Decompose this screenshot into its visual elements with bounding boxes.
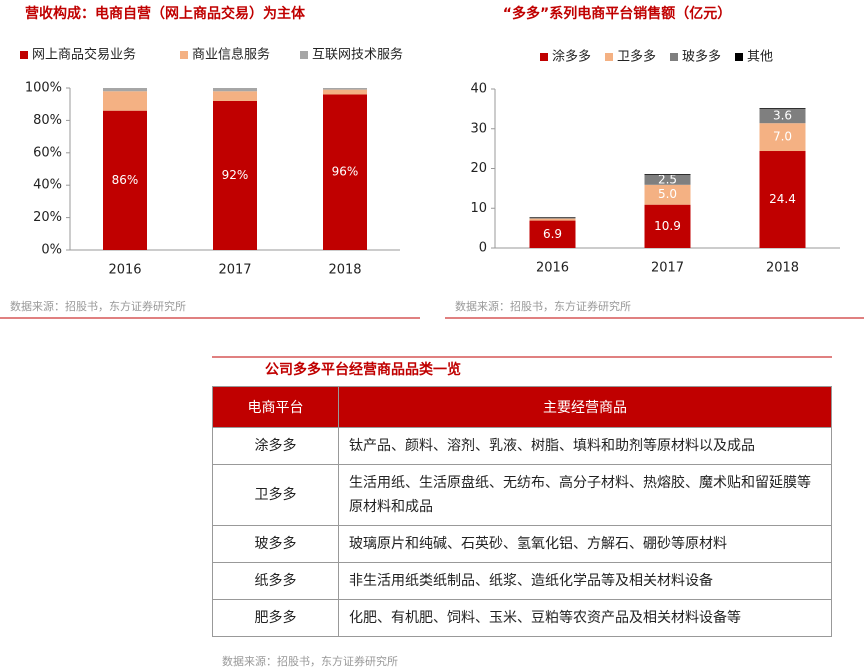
- table: 电商平台 主要经营商品 涂多多 钛产品、颜料、溶剂、乳液、树脂、填料和助剂等原材料以及…: [212, 386, 832, 637]
- row: 卫多多 生活用纸、生活原盘纸、无纺布、高分子材料、热熔胶、魔术贴和留延膜等原材料和…: [212, 464, 832, 526]
- bar-segment: [323, 88, 367, 90]
- source: 数据来源：招股书，东方证券研究所: [222, 655, 398, 668]
- bar-segment: [529, 218, 576, 221]
- legend-label: 玻多多: [682, 49, 721, 65]
- bar-segment: [759, 151, 806, 248]
- legend-swatch: [300, 51, 308, 59]
- legend-swatch: [20, 51, 28, 59]
- data-label: 92%: [222, 168, 249, 182]
- x-tick-label: 2016: [536, 261, 569, 276]
- bar-segment: [529, 220, 576, 248]
- cell: 涂多多: [212, 427, 339, 465]
- data-label: 24.4: [769, 192, 796, 206]
- y-tick-label: 30: [470, 121, 487, 136]
- data-label: 5.0: [658, 187, 677, 201]
- legend-swatch: [180, 51, 188, 59]
- legend-label: 互联网技术服务: [312, 47, 403, 63]
- bar-segment: [103, 110, 147, 251]
- x-tick-label: 2018: [766, 261, 799, 276]
- cell: 玻多多: [212, 525, 339, 563]
- header-cell: 主要经营商品: [338, 386, 832, 428]
- data-label: 86%: [112, 173, 139, 187]
- bar-segment: [213, 88, 257, 92]
- cell: 玻璃原片和纯碱、石英砂、氢氧化铝、方解石、硼砂等原材料: [338, 525, 832, 563]
- y-tick-label: 40: [470, 82, 487, 97]
- y-tick-label: 40%: [33, 178, 62, 193]
- legend-swatch: [670, 53, 678, 61]
- cell: 钛产品、颜料、溶剂、乳液、树脂、填料和助剂等原材料以及成品: [338, 427, 832, 465]
- data-label: 2.5: [658, 172, 677, 186]
- y-tick-label: 10: [470, 201, 487, 216]
- legend-swatch: [605, 53, 613, 61]
- data-label: 96%: [332, 165, 359, 179]
- row: 肥多多 化肥、有机肥、饲料、玉米、豆粕等农资产品及相关材料设备等: [212, 599, 832, 637]
- y-tick-label: 20%: [33, 210, 62, 225]
- source: 数据来源：招股书，东方证券研究所: [455, 300, 631, 313]
- bar-segment: [213, 100, 257, 251]
- bar-segment: [323, 89, 367, 95]
- bar-segment: [644, 174, 691, 185]
- bar-segment: [759, 123, 806, 152]
- bar-segment: [759, 108, 806, 109]
- chart-title: 营收构成：电商自营（网上商品交易）为主体: [25, 5, 306, 22]
- x-tick-label: 2018: [328, 263, 361, 278]
- legend-label: 网上商品交易业务: [32, 47, 136, 63]
- bar-segment: [529, 217, 576, 219]
- y-tick-label: 80%: [33, 113, 62, 128]
- bar-segment: [323, 94, 367, 250]
- y-tick-label: 100%: [25, 81, 62, 96]
- row: 玻多多 玻璃原片和纯碱、石英砂、氢氧化铝、方解石、硼砂等原材料: [212, 525, 832, 563]
- cell: 肥多多: [212, 599, 339, 637]
- data-label: 10.9: [654, 219, 681, 233]
- data-label: 6.9: [543, 227, 562, 241]
- data-label: 3.6: [773, 109, 792, 123]
- x-tick-label: 2016: [108, 263, 141, 278]
- row: 纸多多 非生活用纸类纸制品、纸浆、造纸化学品等及相关材料设备: [212, 562, 832, 600]
- legend-label: 其他: [747, 50, 773, 65]
- legend-label: 涂多多: [552, 49, 591, 65]
- bar-segment: [103, 88, 147, 92]
- cell: 卫多多: [212, 464, 339, 526]
- bar-segment: [644, 204, 691, 248]
- x-tick-label: 2017: [218, 263, 251, 278]
- bar-segment: [644, 174, 691, 175]
- header-cell: 电商平台: [212, 386, 339, 428]
- legend-swatch: [540, 53, 548, 61]
- bar-segment: [644, 184, 691, 205]
- y-tick-label: 0%: [41, 243, 62, 258]
- legend-label: 卫多多: [617, 49, 656, 65]
- y-tick-label: 0: [479, 241, 487, 256]
- bar-segment: [103, 91, 147, 111]
- cell: 化肥、有机肥、饲料、玉米、豆粕等农资产品及相关材料设备等: [338, 599, 832, 637]
- x-tick-label: 2017: [651, 261, 684, 276]
- data-label: 7.0: [773, 130, 792, 144]
- table-title: 公司多多平台经营商品品类一览: [265, 361, 461, 378]
- cell: 生活用纸、生活原盘纸、无纺布、高分子材料、热熔胶、魔术贴和留延膜等原材料和成品: [338, 464, 832, 526]
- y-tick-label: 20: [470, 161, 487, 176]
- cell: 纸多多: [212, 562, 339, 600]
- bar-segment: [759, 108, 806, 124]
- bar-segment: [213, 91, 257, 101]
- source: 数据来源：招股书，东方证券研究所: [10, 300, 186, 313]
- chart-title: “多多”系列电商平台销售额（亿元）: [503, 5, 731, 22]
- y-tick-label: 60%: [33, 145, 62, 160]
- legend-swatch: [735, 53, 743, 61]
- legend-label: 商业信息服务: [192, 47, 270, 63]
- row: 涂多多 钛产品、颜料、溶剂、乳液、树脂、填料和助剂等原材料以及成品: [212, 427, 832, 465]
- cell: 非生活用纸类纸制品、纸浆、造纸化学品等及相关材料设备: [338, 562, 832, 600]
